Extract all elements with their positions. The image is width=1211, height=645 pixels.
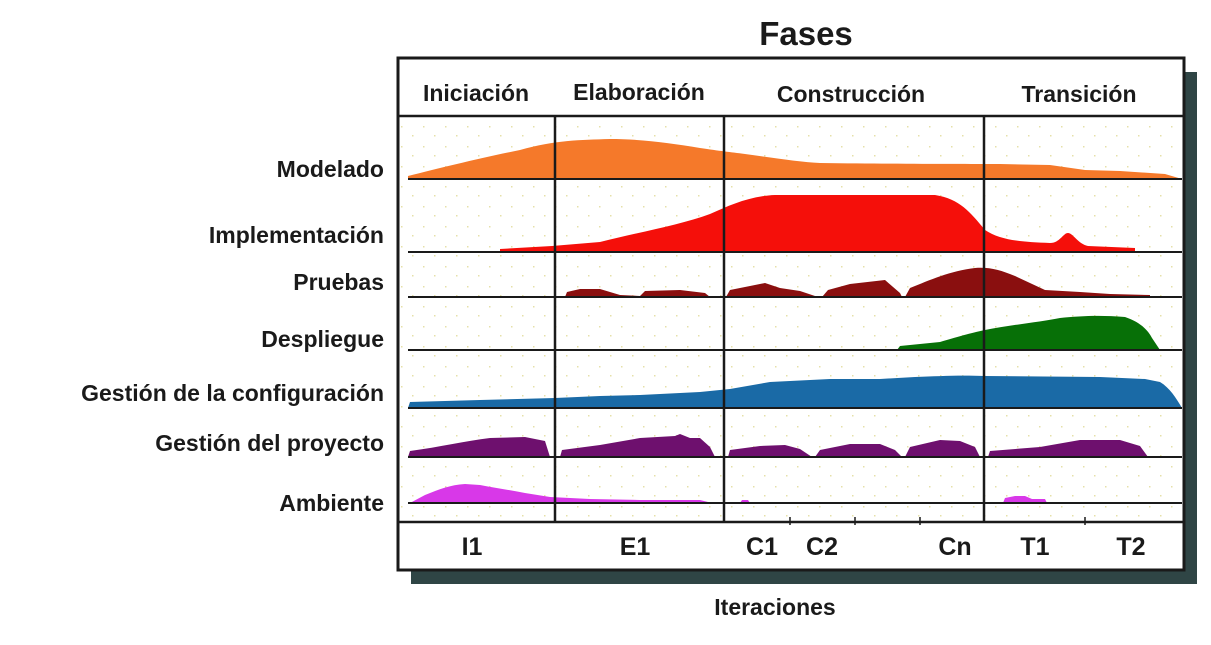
phase-label-elaboracion: Elaboración [573,79,705,105]
discipline-row-implementacion: Implementación [209,195,1182,253]
iteration-label: I1 [462,533,483,561]
diagram-title: Fases [759,15,853,52]
discipline-label: Implementación [209,222,384,248]
discipline-label: Ambiente [279,490,384,516]
discipline-row-gestion-proyecto: Gestión del proyecto [155,430,1182,458]
phase-label-construccion: Construcción [777,81,925,107]
iteration-label: C1 [746,533,778,561]
discipline-row-modelado: Modelado [277,139,1182,182]
effort-curve [500,195,1135,252]
iteration-ticks [789,517,1086,525]
iteration-label: E1 [620,533,651,561]
effort-curve [410,484,1047,503]
discipline-row-ambiente: Ambiente [279,484,1182,516]
x-axis-label: Iteraciones [714,594,835,620]
discipline-row-pruebas: Pruebas [293,267,1182,298]
discipline-label: Despliegue [261,326,384,352]
discipline-label: Gestión del proyecto [155,430,384,456]
phase-label-iniciacion: Iniciación [423,80,529,106]
iteration-label: C2 [806,533,838,561]
discipline-label: Modelado [277,156,384,182]
effort-curve [565,267,1150,297]
effort-curve [408,139,1182,179]
iteration-label: T2 [1116,533,1145,561]
iteration-label: Cn [938,533,971,561]
effort-curve [408,434,1148,457]
iteration-label: T1 [1020,533,1049,561]
discipline-label: Gestión de la configuración [81,380,384,406]
discipline-row-despliegue: Despliegue [261,315,1182,352]
phase-label-transicion: Transición [1021,81,1136,107]
effort-curve [897,315,1160,350]
discipline-row-gestion-configuracion: Gestión de la configuración [81,375,1182,409]
discipline-label: Pruebas [293,269,384,295]
effort-curve [408,375,1182,408]
